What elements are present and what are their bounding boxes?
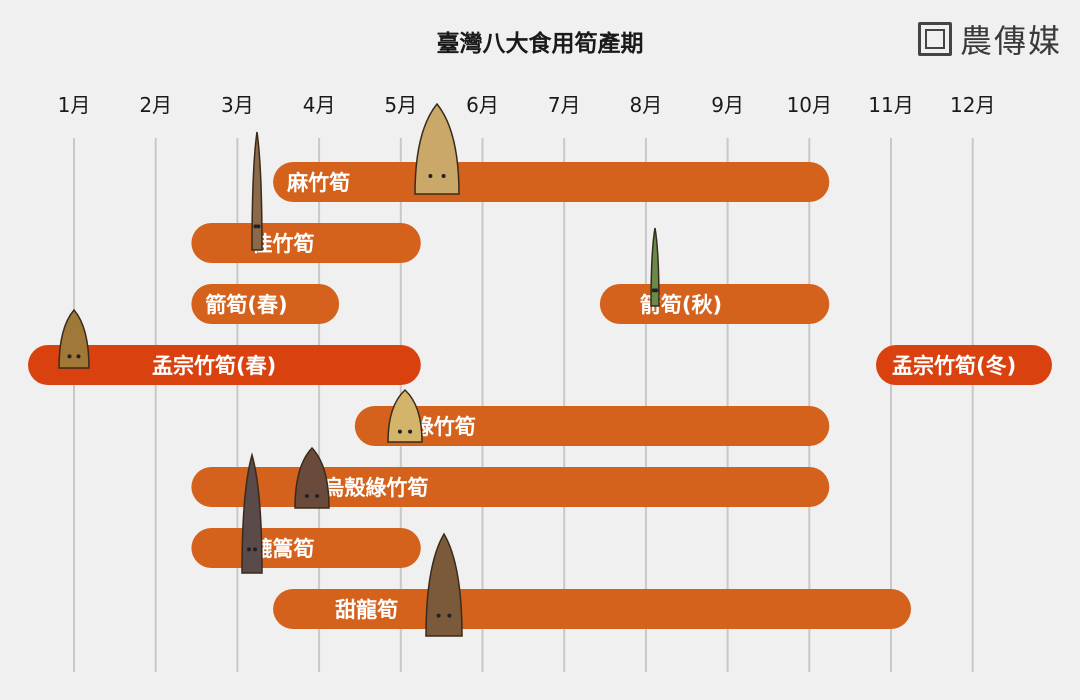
bar-label: 甜龍筍 <box>335 598 398 622</box>
bar-箭筍(春): 箭筍(春) <box>191 284 340 324</box>
season-bar <box>191 467 830 507</box>
season-bar <box>191 223 421 263</box>
nongchuanmei-logo: 農傳媒 <box>917 16 1062 62</box>
black-shell-bamboo-shoot-icon <box>294 446 330 509</box>
logo-text: 農傳媒 <box>959 22 1062 60</box>
bar-孟宗竹筍(春): 孟宗竹筍(春) <box>28 345 421 385</box>
ma-bamboo-shoot-icon <box>414 102 460 195</box>
lugao-bamboo-shoot-icon <box>241 452 263 574</box>
bar-桂竹筍: 桂竹筍 <box>191 223 421 263</box>
bar-label: 麻竹筍 <box>286 171 350 195</box>
month-tick-label: 4月 <box>303 93 336 117</box>
month-tick-label: 9月 <box>711 93 744 117</box>
season-bar <box>273 162 830 202</box>
jian-bamboo-shoot-icon <box>650 227 660 307</box>
chart-title: 臺灣八大食用筍產期 <box>436 31 644 57</box>
season-bar <box>191 284 340 324</box>
bar-箭筍(秋): 箭筍(秋) <box>599 284 830 324</box>
month-tick-label: 8月 <box>630 93 663 117</box>
season-bar <box>28 345 421 385</box>
mengzong-bamboo-shoot-icon <box>58 308 90 369</box>
sweet-dragon-bamboo-shoot-icon <box>425 532 463 637</box>
bar-麻竹筍: 麻竹筍 <box>273 162 830 202</box>
bar-轆篙筍: 轆篙筍 <box>191 528 421 568</box>
bar-label: 孟宗竹筍(春) <box>152 354 276 378</box>
month-tick-label: 5月 <box>384 93 417 117</box>
gui-bamboo-shoot-icon <box>251 131 263 251</box>
bar-label: 箭筍(春) <box>205 293 287 317</box>
bar-label: 烏殼綠竹筍 <box>323 476 428 500</box>
bar-烏殼綠竹筍: 烏殼綠竹筍 <box>191 467 830 507</box>
bar-甜龍筍: 甜龍筍 <box>273 589 912 629</box>
bar-綠竹筍: 綠竹筍 <box>354 406 830 446</box>
logo-seal-icon <box>917 22 952 56</box>
season-bar <box>354 406 830 446</box>
bar-label: 綠竹筍 <box>413 415 476 439</box>
bar-label: 孟宗竹筍(冬) <box>892 354 1016 378</box>
month-tick-label: 2月 <box>139 93 172 117</box>
month-tick-label: 10月 <box>787 93 832 117</box>
month-tick-label: 3月 <box>221 93 254 117</box>
month-tick-label: 6月 <box>466 93 499 117</box>
month-tick-label: 1月 <box>58 93 91 117</box>
month-tick-label: 7月 <box>548 93 581 117</box>
bar-孟宗竹筍(冬): 孟宗竹筍(冬) <box>876 345 1052 385</box>
month-tick-label: 11月 <box>868 93 913 117</box>
month-tick-label: 12月 <box>950 93 995 117</box>
green-bamboo-shoot-icon <box>387 388 423 443</box>
season-bar <box>876 345 1052 385</box>
